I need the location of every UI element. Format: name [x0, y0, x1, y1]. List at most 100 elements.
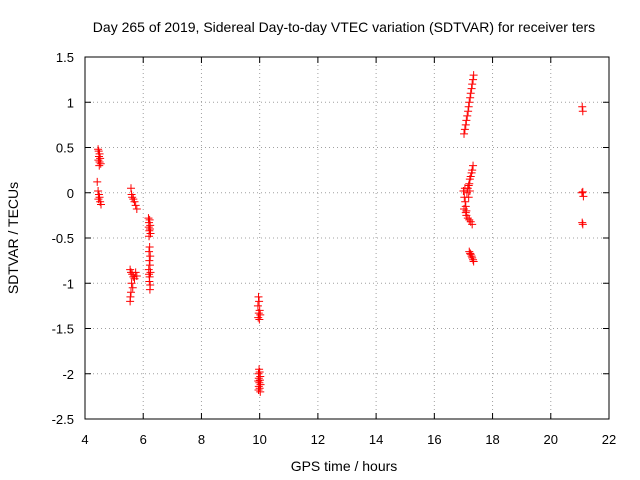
- data-point: [578, 218, 587, 227]
- data-point: [468, 220, 477, 229]
- data-point: [465, 215, 474, 224]
- data-point: [468, 80, 477, 89]
- data-point: [254, 386, 263, 395]
- data-point: [145, 261, 154, 270]
- data-point: [464, 181, 473, 190]
- data-point: [469, 161, 478, 170]
- data-point: [126, 297, 135, 306]
- data-point: [97, 200, 106, 209]
- data-point: [460, 129, 469, 138]
- grid-lines: [85, 57, 609, 419]
- data-point: [145, 285, 154, 294]
- data-point: [255, 315, 264, 324]
- data-point: [145, 232, 154, 241]
- x-tick-label: 12: [311, 432, 325, 447]
- data-point: [144, 214, 153, 223]
- data-point: [578, 220, 587, 229]
- y-tick-label: 1: [67, 95, 74, 110]
- data-point: [255, 367, 264, 376]
- data-point: [465, 179, 474, 188]
- x-tick-label: 14: [369, 432, 383, 447]
- plot-frame: [84, 56, 610, 420]
- data-point: [129, 272, 138, 281]
- chart-title: Day 265 of 2019, Sidereal Day-to-day VTE…: [93, 19, 595, 35]
- data-point: [466, 172, 475, 181]
- data-point: [126, 184, 135, 193]
- x-tick-label: 20: [544, 432, 558, 447]
- data-point: [467, 252, 476, 261]
- data-point: [464, 193, 473, 202]
- data-point: [126, 288, 135, 297]
- data-point: [131, 268, 140, 277]
- y-tick-label: -1: [62, 276, 74, 291]
- data-point: [146, 268, 155, 277]
- x-tick-label: 8: [198, 432, 205, 447]
- data-point: [469, 257, 478, 266]
- data-point: [255, 384, 264, 393]
- data-point: [461, 197, 470, 206]
- data-point: [95, 193, 104, 202]
- data-point: [127, 279, 136, 288]
- data-point: [145, 224, 154, 233]
- data-point: [577, 188, 586, 197]
- y-axis-label: SDTVAR / TECUs: [5, 182, 21, 294]
- data-point: [464, 107, 473, 116]
- data-point: [94, 152, 103, 161]
- data-point: [146, 252, 155, 261]
- data-point: [468, 253, 477, 262]
- x-tick-label: 16: [427, 432, 441, 447]
- data-point: [145, 277, 154, 286]
- data-point: [578, 107, 587, 116]
- data-point: [94, 186, 103, 195]
- data-point: [96, 159, 105, 168]
- data-point: [93, 177, 102, 186]
- data-point: [144, 223, 153, 232]
- data-point: [464, 102, 473, 111]
- data-point: [466, 250, 475, 259]
- data-point: [461, 120, 470, 129]
- data-point: [94, 145, 103, 154]
- data-point: [460, 205, 469, 214]
- data-point: [469, 255, 478, 264]
- data-point: [145, 243, 154, 252]
- data-point: [256, 380, 265, 389]
- y-tick-label: 0: [67, 186, 74, 201]
- data-point: [130, 197, 139, 206]
- data-point: [467, 84, 476, 93]
- data-point: [466, 89, 475, 98]
- data-point: [255, 297, 264, 306]
- x-tick-label: 4: [81, 432, 88, 447]
- data-point: [145, 247, 154, 256]
- data-points: [93, 71, 588, 396]
- data-point: [469, 75, 478, 84]
- y-tick-label: -1.5: [52, 322, 74, 337]
- data-point: [145, 256, 154, 265]
- data-point: [253, 301, 262, 310]
- data-point: [254, 309, 263, 318]
- data-point: [132, 205, 141, 214]
- data-point: [461, 208, 470, 217]
- data-point: [468, 166, 477, 175]
- data-point: [466, 93, 475, 102]
- y-tick-label: 0.5: [56, 141, 74, 156]
- data-point: [578, 102, 587, 111]
- data-point: [254, 313, 263, 322]
- x-tick-label: 18: [485, 432, 499, 447]
- data-point: [96, 154, 105, 163]
- y-tick-label: -2.5: [52, 412, 74, 427]
- data-point: [460, 125, 469, 134]
- data-point: [578, 187, 587, 196]
- data-point: [131, 201, 140, 210]
- x-tick-label: 10: [252, 432, 266, 447]
- data-point: [256, 387, 265, 396]
- data-point: [465, 98, 474, 107]
- data-point: [128, 283, 137, 292]
- data-point: [462, 116, 471, 125]
- data-point: [579, 192, 588, 201]
- x-axis-label: GPS time / hours: [291, 458, 398, 474]
- data-point: [469, 71, 478, 80]
- data-point: [132, 272, 141, 281]
- y-tick-label: 1.5: [56, 50, 74, 65]
- data-point: [254, 292, 263, 301]
